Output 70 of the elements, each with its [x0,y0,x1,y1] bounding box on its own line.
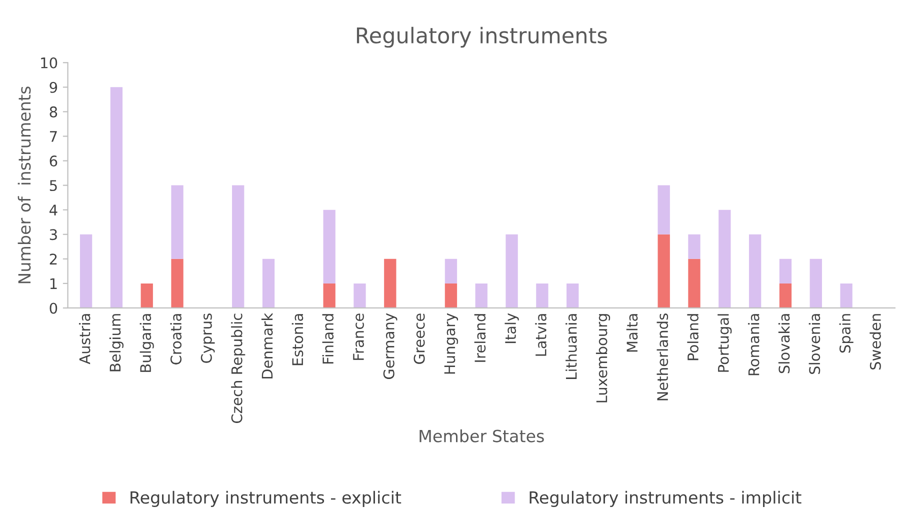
bar [140,283,153,308]
legend-label: Regulatory instruments - explicit [130,490,402,507]
bar [779,283,792,308]
bar [748,234,762,308]
x-tick-label: Germany [383,313,398,380]
bar [688,234,700,259]
x-tick-label: Bulgaria [140,314,154,372]
bar [566,283,579,308]
y-tick-label: 5 [50,180,57,192]
y-tick-label: 2 [50,254,57,264]
bar [444,283,458,308]
bar [444,258,458,284]
bar [384,258,396,308]
x-tick-label: Hungary [444,313,458,374]
bar [536,283,548,308]
bar [354,283,366,308]
x-tick-label: Austria [78,314,90,364]
x-tick-label: Slovenia [808,314,820,374]
bar [658,234,670,308]
bar [779,258,792,284]
bar [171,258,184,308]
y-tick-label: 10 [41,57,58,68]
y-tick-label: 4 [50,204,58,216]
bar [475,283,488,308]
bar [810,258,822,308]
y-axis-title: Number of instruments [18,86,31,284]
x-tick-label: Ireland [474,314,486,362]
bar [232,185,244,308]
x-tick-label: Croatia [170,314,182,364]
y-tick-label: 8 [50,106,58,118]
x-tick-label: Cyprus [200,314,215,363]
bar [506,234,518,308]
bar [323,283,336,308]
x-tick-label: Spain [839,314,854,353]
x-tick-label: Luxembourg [596,314,610,402]
bar [171,185,184,259]
x-tick-label: Latvia [535,314,546,356]
bar [262,258,275,308]
x-tick-label: Portugal [718,314,732,372]
bar [110,87,123,308]
x-tick-label: Greece [414,314,425,364]
x-tick-label: Italy [504,313,519,344]
legend-label: Regulatory instruments - implicit [530,490,802,507]
x-tick-label: France [353,314,364,360]
x-tick-label: Finland [322,314,334,364]
bar [688,258,700,308]
x-tick-label: Czech Republic [231,314,246,424]
x-tick-label: Lithuania [566,314,577,379]
chart-title: Regulatory instruments [356,26,607,48]
y-tick-label: 3 [50,229,57,240]
x-axis-title: Member States [420,429,544,442]
x-tick-label: Estonia [292,314,304,366]
y-tick-label: 0 [50,302,58,314]
x-tick-label: Poland [687,314,698,360]
x-tick-label: Romania [748,314,760,376]
x-tick-label: Sweden [870,314,881,370]
bar [80,234,92,308]
y-tick-label: 7 [50,131,57,142]
y-tick-label: 9 [50,82,58,93]
y-tick-label: 1 [50,278,57,289]
x-tick-label: Malta [626,314,638,352]
x-tick-label: Slovakia [778,314,790,374]
x-tick-label: Denmark [261,312,273,378]
y-tick-label: 6 [50,155,58,167]
x-tick-label: Netherlands [656,314,668,400]
bar [658,185,670,234]
bar [840,283,852,308]
bar [323,210,336,284]
x-tick-label: Belgium [109,314,124,372]
bar [718,210,731,308]
